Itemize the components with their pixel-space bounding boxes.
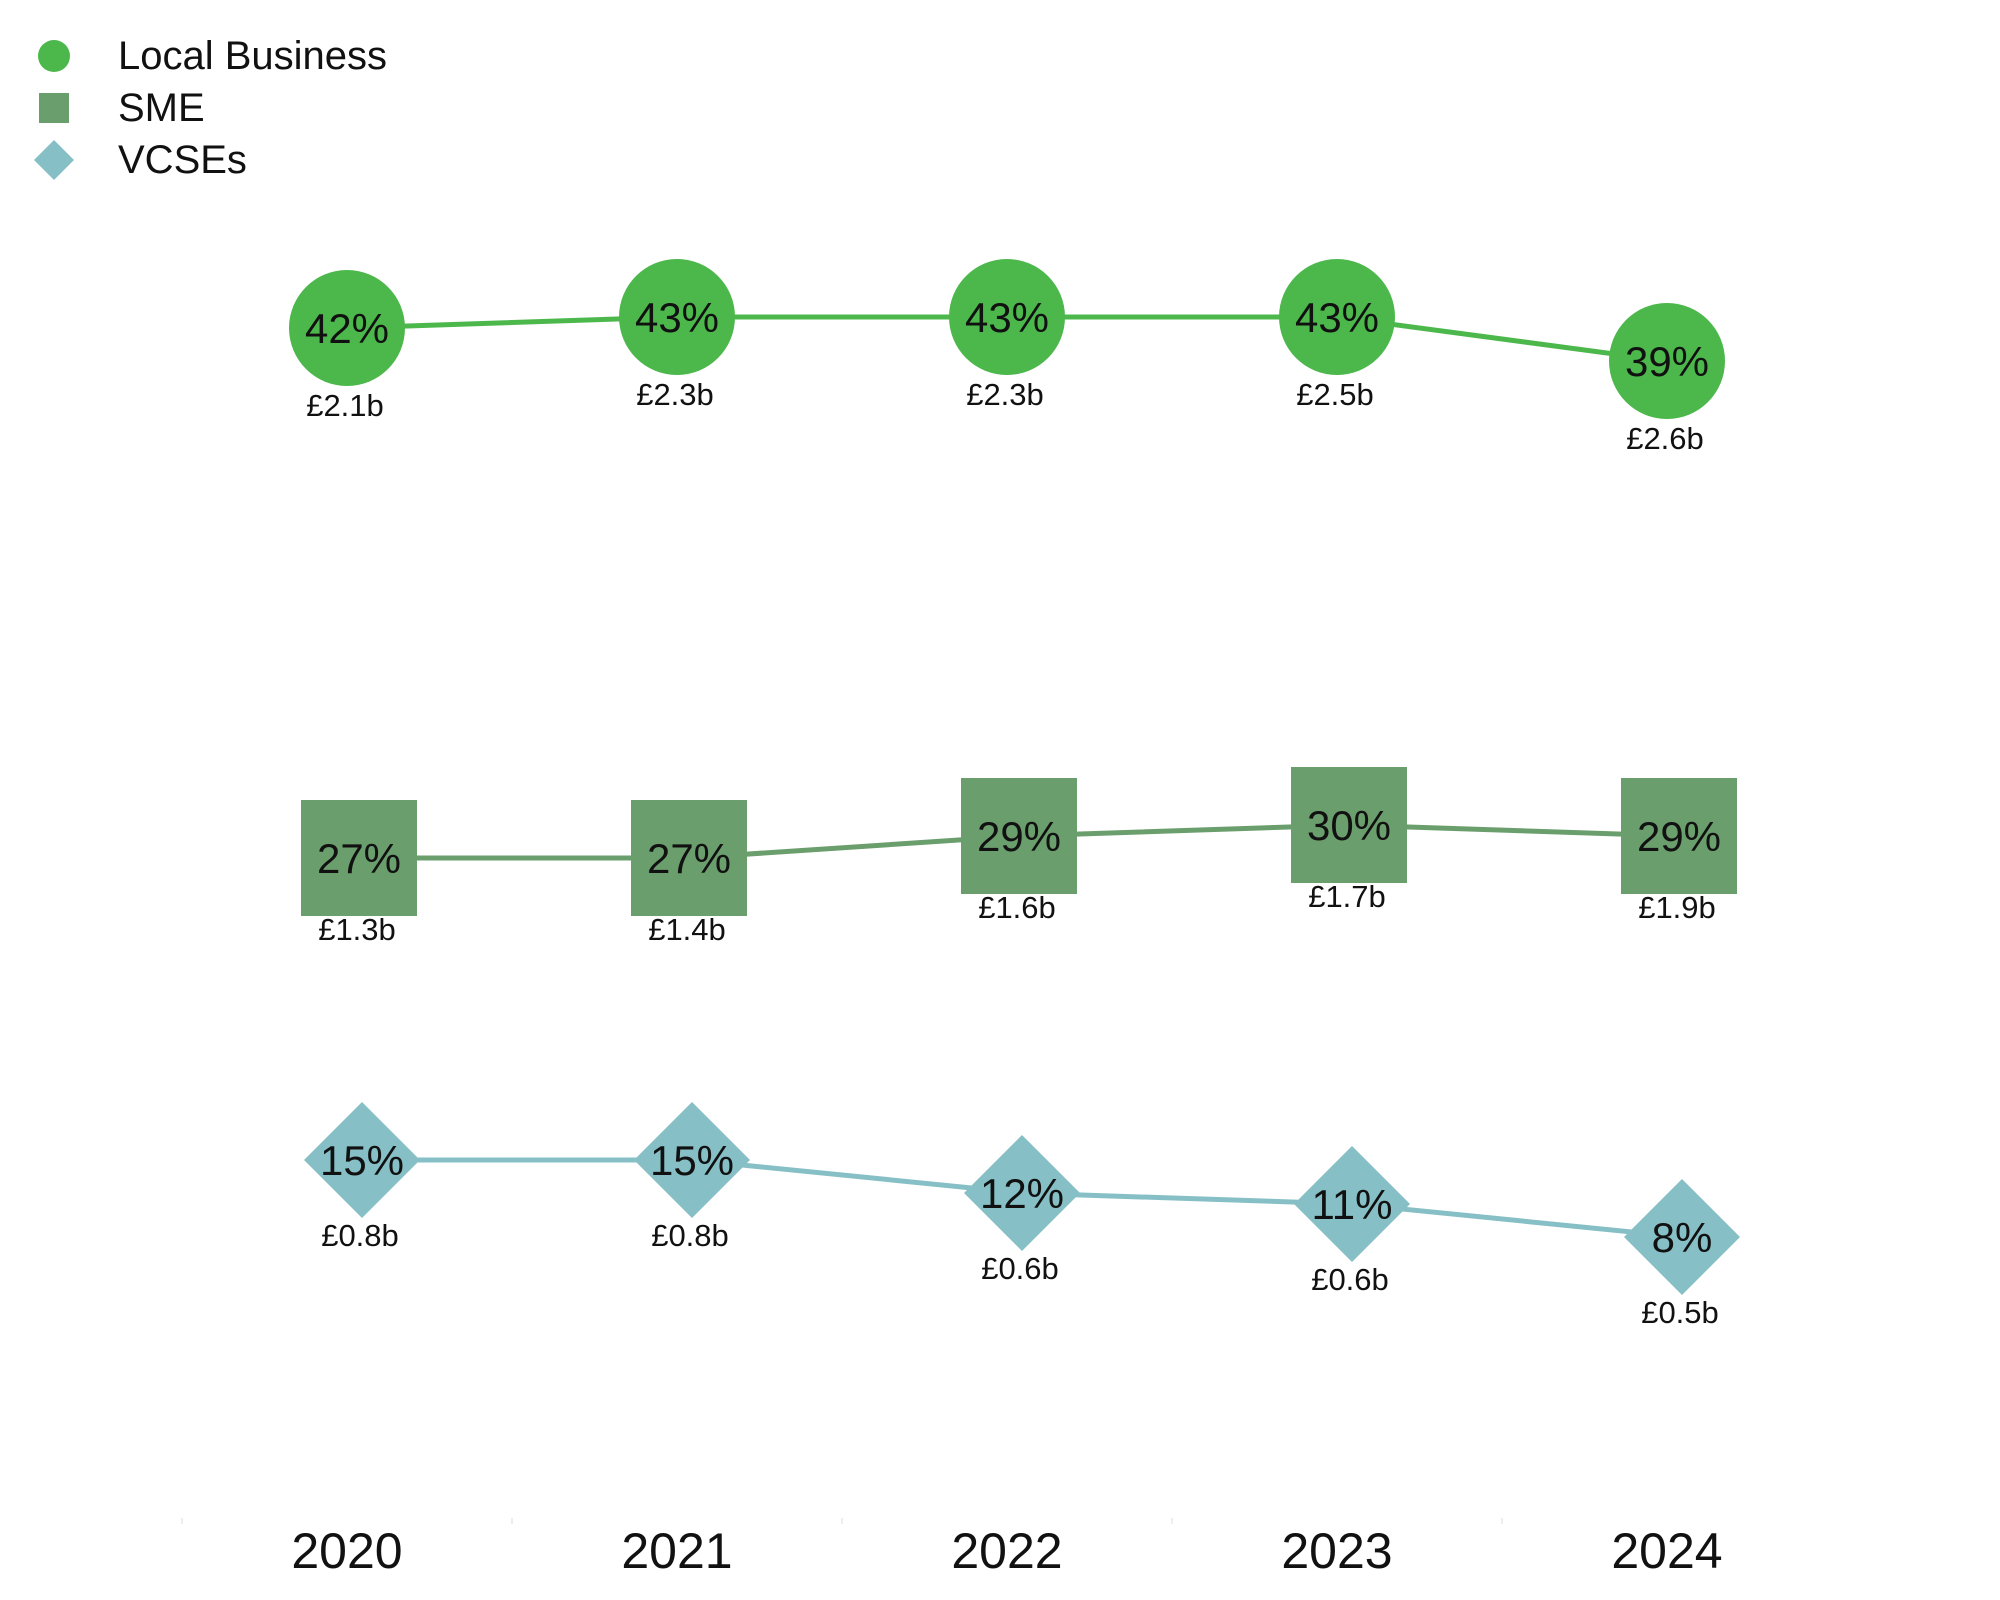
legend-item-vcses[interactable]: VCSEs xyxy=(28,134,387,186)
x-tick-label: 2021 xyxy=(621,1523,732,1579)
data-label-value: £0.5b xyxy=(1641,1295,1719,1330)
data-label-percent: 43% xyxy=(965,294,1049,341)
data-label-value: £1.6b xyxy=(978,890,1056,925)
data-point-diamond xyxy=(964,1135,1080,1251)
data-label-percent: 30% xyxy=(1307,802,1391,849)
data-label-percent: 15% xyxy=(320,1137,404,1184)
legend: Local Business SME VCSEs xyxy=(28,30,387,186)
data-point-circle xyxy=(1279,259,1395,375)
data-point-circle xyxy=(619,259,735,375)
data-label-percent: 42% xyxy=(305,305,389,352)
x-tick-label: 2023 xyxy=(1281,1523,1392,1579)
data-point-circle xyxy=(949,259,1065,375)
data-label-percent: 43% xyxy=(1295,294,1379,341)
data-label-percent: 11% xyxy=(1312,1181,1393,1228)
data-label-value: £2.3b xyxy=(636,377,714,412)
data-label-value: £2.3b xyxy=(966,377,1044,412)
data-point-square xyxy=(301,800,417,916)
data-point-square xyxy=(1621,778,1737,894)
data-point-circle xyxy=(1609,303,1725,419)
x-tick-label: 2022 xyxy=(951,1523,1062,1579)
legend-item-local-business[interactable]: Local Business xyxy=(28,30,387,82)
data-label-value: £0.8b xyxy=(651,1218,729,1253)
data-label-value: £1.4b xyxy=(648,912,726,947)
x-tick-label: 2020 xyxy=(291,1523,402,1579)
data-label-percent: 29% xyxy=(1637,813,1721,860)
legend-item-sme[interactable]: SME xyxy=(28,82,387,134)
data-label-percent: 12% xyxy=(980,1170,1064,1217)
data-label-value: £2.6b xyxy=(1626,421,1704,456)
data-label-value: £1.9b xyxy=(1638,890,1716,925)
data-point-diamond xyxy=(634,1102,750,1218)
legend-label: VCSEs xyxy=(118,137,247,182)
data-point-square xyxy=(961,778,1077,894)
data-point-diamond xyxy=(1294,1146,1410,1262)
data-label-percent: 27% xyxy=(317,835,401,882)
data-label-percent: 8% xyxy=(1652,1214,1713,1261)
data-label-percent: 29% xyxy=(977,813,1061,860)
square-marker-icon xyxy=(28,82,80,134)
data-label-value: £0.8b xyxy=(321,1218,399,1253)
circle-marker-icon xyxy=(28,30,80,82)
data-label-percent: 15% xyxy=(650,1137,734,1184)
data-label-value: £2.5b xyxy=(1296,377,1374,412)
data-label-value: £2.1b xyxy=(306,388,384,423)
data-point-diamond xyxy=(304,1102,420,1218)
data-point-circle xyxy=(289,270,405,386)
data-point-diamond xyxy=(1624,1179,1740,1295)
legend-label: Local Business xyxy=(118,33,388,78)
diamond-marker-icon xyxy=(28,134,80,186)
data-label-percent: 43% xyxy=(635,294,719,341)
legend-label: SME xyxy=(118,85,205,130)
data-point-square xyxy=(1291,767,1407,883)
data-label-value: £0.6b xyxy=(981,1251,1059,1286)
data-label-value: £0.6b xyxy=(1311,1262,1389,1297)
data-point-square xyxy=(631,800,747,916)
data-label-percent: 39% xyxy=(1625,338,1709,385)
data-label-value: £1.3b xyxy=(318,912,396,947)
data-label-value: £1.7b xyxy=(1308,879,1386,914)
x-tick-label: 2024 xyxy=(1611,1523,1722,1579)
data-label-percent: 27% xyxy=(647,835,731,882)
